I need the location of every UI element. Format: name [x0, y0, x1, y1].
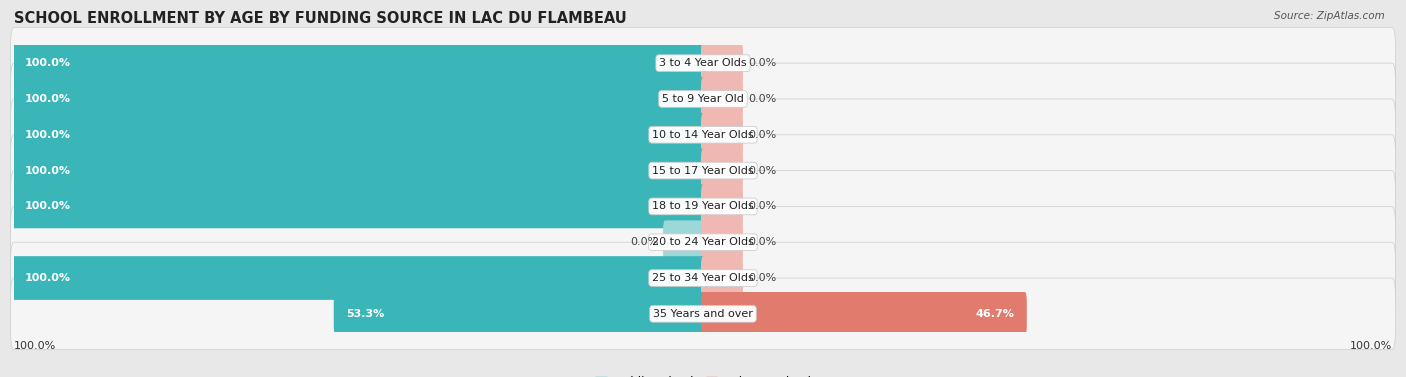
FancyBboxPatch shape — [702, 113, 742, 156]
FancyBboxPatch shape — [13, 149, 704, 192]
Text: 15 to 17 Year Olds: 15 to 17 Year Olds — [652, 166, 754, 176]
Text: 100.0%: 100.0% — [24, 130, 70, 140]
Text: 25 to 34 Year Olds: 25 to 34 Year Olds — [652, 273, 754, 283]
FancyBboxPatch shape — [11, 28, 1395, 99]
Text: 0.0%: 0.0% — [630, 237, 658, 247]
Text: Source: ZipAtlas.com: Source: ZipAtlas.com — [1274, 11, 1385, 21]
Text: 10 to 14 Year Olds: 10 to 14 Year Olds — [652, 130, 754, 140]
Text: 0.0%: 0.0% — [748, 58, 776, 68]
Text: 46.7%: 46.7% — [976, 309, 1014, 319]
FancyBboxPatch shape — [11, 99, 1395, 171]
FancyBboxPatch shape — [11, 171, 1395, 242]
Text: SCHOOL ENROLLMENT BY AGE BY FUNDING SOURCE IN LAC DU FLAMBEAU: SCHOOL ENROLLMENT BY AGE BY FUNDING SOUR… — [14, 11, 627, 26]
Text: 0.0%: 0.0% — [748, 94, 776, 104]
Text: 18 to 19 Year Olds: 18 to 19 Year Olds — [652, 201, 754, 211]
FancyBboxPatch shape — [11, 207, 1395, 278]
FancyBboxPatch shape — [11, 278, 1395, 350]
Text: 0.0%: 0.0% — [748, 201, 776, 211]
Text: 35 Years and over: 35 Years and over — [652, 309, 754, 319]
Legend: Public School, Private School: Public School, Private School — [595, 376, 811, 377]
FancyBboxPatch shape — [702, 256, 742, 300]
FancyBboxPatch shape — [13, 256, 704, 300]
Text: 100.0%: 100.0% — [24, 166, 70, 176]
FancyBboxPatch shape — [333, 292, 704, 336]
Text: 3 to 4 Year Olds: 3 to 4 Year Olds — [659, 58, 747, 68]
FancyBboxPatch shape — [11, 63, 1395, 135]
FancyBboxPatch shape — [11, 242, 1395, 314]
FancyBboxPatch shape — [11, 135, 1395, 207]
Text: 100.0%: 100.0% — [14, 341, 56, 351]
Text: 100.0%: 100.0% — [24, 201, 70, 211]
Text: 0.0%: 0.0% — [748, 237, 776, 247]
FancyBboxPatch shape — [13, 41, 704, 85]
FancyBboxPatch shape — [702, 77, 742, 121]
FancyBboxPatch shape — [13, 77, 704, 121]
Text: 0.0%: 0.0% — [748, 273, 776, 283]
Text: 100.0%: 100.0% — [24, 273, 70, 283]
Text: 5 to 9 Year Old: 5 to 9 Year Old — [662, 94, 744, 104]
FancyBboxPatch shape — [702, 221, 742, 264]
Text: 0.0%: 0.0% — [748, 166, 776, 176]
Text: 100.0%: 100.0% — [1350, 341, 1392, 351]
FancyBboxPatch shape — [702, 292, 1026, 336]
Text: 100.0%: 100.0% — [24, 94, 70, 104]
Text: 0.0%: 0.0% — [748, 130, 776, 140]
FancyBboxPatch shape — [664, 221, 704, 264]
Text: 20 to 24 Year Olds: 20 to 24 Year Olds — [652, 237, 754, 247]
FancyBboxPatch shape — [702, 185, 742, 228]
Text: 100.0%: 100.0% — [24, 58, 70, 68]
FancyBboxPatch shape — [13, 185, 704, 228]
Text: 53.3%: 53.3% — [346, 309, 384, 319]
FancyBboxPatch shape — [702, 41, 742, 85]
FancyBboxPatch shape — [702, 149, 742, 192]
FancyBboxPatch shape — [13, 113, 704, 156]
